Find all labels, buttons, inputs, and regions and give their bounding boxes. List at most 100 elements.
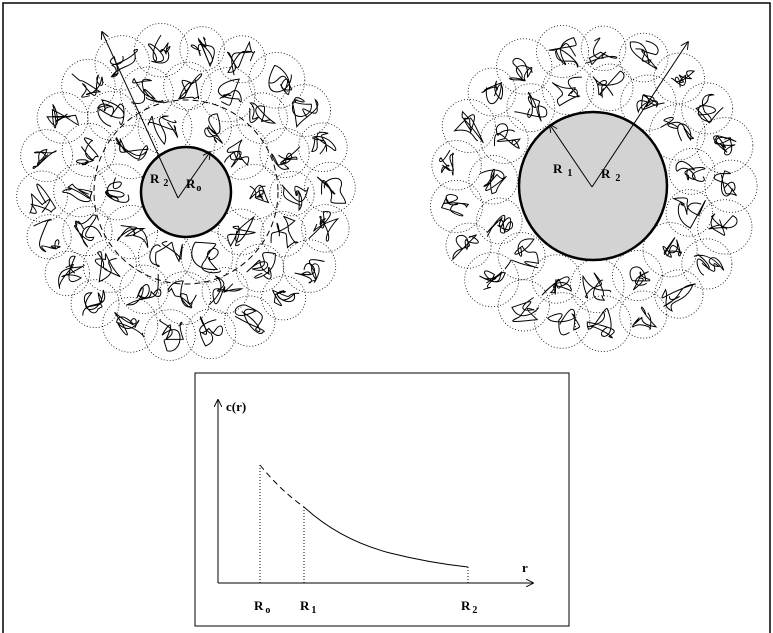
coil-envelope [157,271,212,325]
coil-envelope [696,117,754,174]
coil [511,297,539,322]
coil [105,177,130,203]
coil-envelope [618,32,669,83]
coil [592,70,625,98]
coil-envelope [61,123,116,177]
coil [661,283,696,312]
coil-envelope [533,292,591,349]
coil [204,113,224,144]
coil [547,308,580,336]
coil [149,240,183,268]
coil [541,276,572,296]
coil [294,259,325,284]
coil [292,97,319,129]
coil [629,266,651,291]
coil [190,36,215,68]
coil [713,134,737,156]
coil-envelope [445,222,492,269]
coil [114,311,145,338]
coil [582,272,612,301]
coil [271,146,301,170]
coil [551,76,582,107]
coil-envelope [26,214,72,260]
coil-envelope [301,204,350,253]
coil [586,37,618,65]
coil [159,319,185,352]
coil [662,237,683,258]
coil-envelope [585,63,634,112]
coil-envelope [224,295,276,347]
coil-envelope [497,279,550,332]
coil [248,102,277,124]
coil-envelope [137,229,192,284]
coil [32,148,57,169]
coil-envelope [298,122,348,172]
coil-envelope [467,67,517,117]
small-particle [139,145,233,239]
coil-envelope [217,208,265,256]
coil [75,137,99,166]
coil [452,234,479,261]
coil-envelope [16,170,68,223]
coil [28,183,57,215]
coil [117,225,149,248]
coil [227,215,256,247]
coil [486,214,514,237]
coil-envelope [44,250,90,297]
coil [629,40,659,70]
coil [268,65,293,96]
coil-envelope [103,204,158,259]
coil-envelope [704,159,758,213]
coil-envelope [82,238,137,293]
coil-envelope [464,252,520,308]
coil [671,197,706,229]
label: Ro [186,176,201,194]
coil-envelope [282,239,337,293]
coil [208,275,244,306]
coil-envelope [89,163,147,221]
coil-envelope [612,250,663,301]
coil-envelope [653,52,705,104]
coil [167,280,197,309]
coil-envelope [536,24,589,78]
coil-envelope [269,171,315,217]
dashed-shell [93,99,279,285]
coil-envelope [87,90,138,141]
coil-envelope [681,238,733,290]
coil [311,131,337,155]
coil-envelope [134,23,189,78]
arrow-r2 [102,32,179,199]
coil [234,304,265,334]
coil [46,104,79,129]
coil-envelope [697,199,753,255]
coil [660,117,695,142]
coil-envelope [62,206,113,257]
coil-envelope [260,211,307,257]
curve-inner [259,464,305,508]
coil [675,161,706,182]
coil [224,139,250,168]
coil-envelope [665,189,713,237]
coil-envelope [441,98,496,153]
coil-envelope [649,104,706,161]
coil-envelope [681,82,734,135]
coil [493,123,522,149]
coil [271,289,300,307]
coil [246,252,276,280]
coil-envelope [226,164,282,220]
coil-envelope [61,58,116,114]
coil [125,274,162,306]
coil [62,183,93,203]
coil [453,110,484,144]
coil-envelope [496,38,553,95]
coil-envelope [94,35,150,91]
coil [147,115,179,145]
coil [636,94,665,114]
coil [115,137,149,161]
coil [308,211,340,242]
